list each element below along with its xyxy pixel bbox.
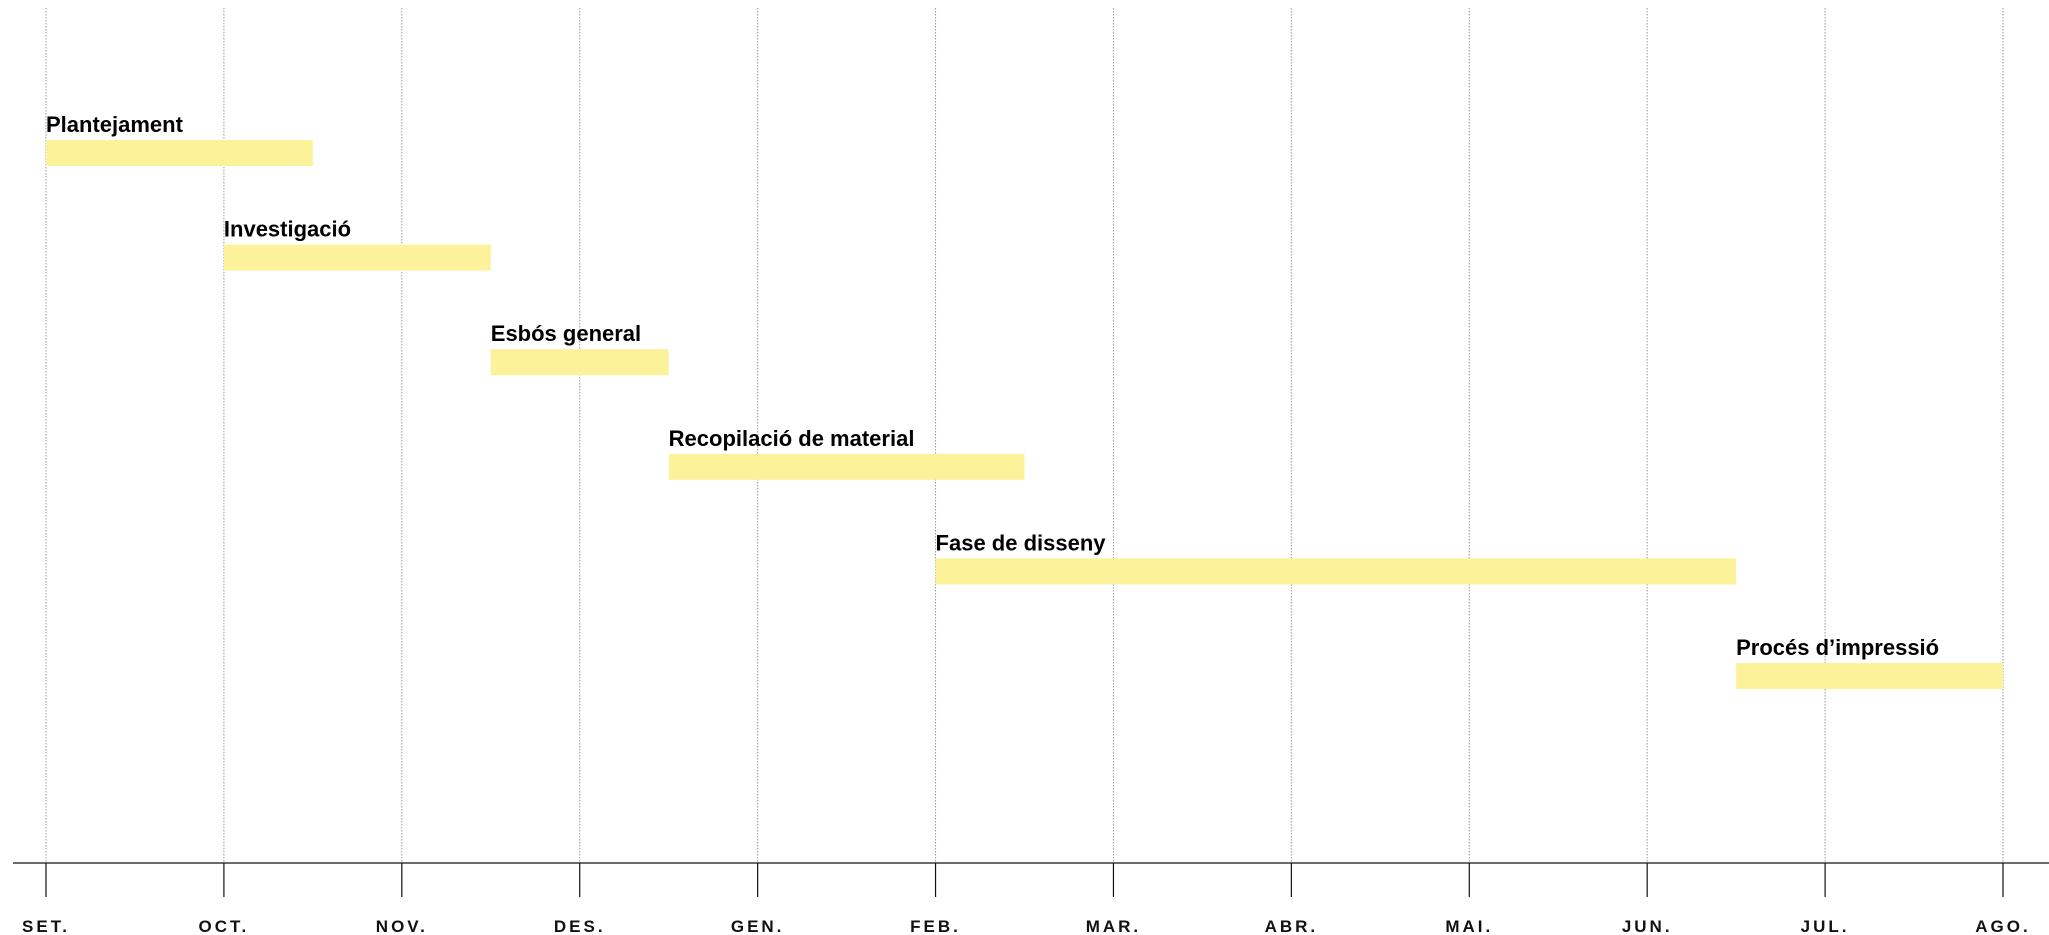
task-label: Recopilació de material <box>669 426 915 451</box>
tick-label: SET. <box>22 917 70 935</box>
task-label: Investigació <box>224 217 351 242</box>
tick-label: MAR. <box>1086 917 1141 935</box>
tick-label: JUN. <box>1622 917 1673 935</box>
task-bars <box>46 140 2003 689</box>
x-axis: SET. OCT. NOV. DES. GEN. FEB. MAR. ABR. MAI. JUN.… <box>13 862 2049 935</box>
tick-label: ABR. <box>1265 917 1319 935</box>
tick-label: AGO. <box>1975 917 2030 935</box>
tick-label: FEB. <box>910 917 961 935</box>
tick-label: GEN. <box>731 917 785 935</box>
tick-label: DES. <box>554 917 606 935</box>
task-label: Procés d’impressió <box>1736 635 1939 660</box>
task-labels: Plantejament Investigació Esbós general Rec… <box>46 112 1939 660</box>
gridlines <box>45 8 2004 863</box>
task-label: Plantejament <box>46 112 184 137</box>
tick-label: OCT. <box>199 917 250 935</box>
task-bar <box>490 349 669 376</box>
task-bar <box>46 140 313 166</box>
tick-label: MAI. <box>1445 917 1493 935</box>
task-bar <box>223 244 491 271</box>
tick-label: NOV. <box>376 917 428 935</box>
task-bar <box>1736 663 2003 689</box>
task-label: Esbós general <box>491 321 641 346</box>
task-bar <box>935 558 1737 585</box>
task-label: Fase de disseny <box>936 530 1107 555</box>
tick-label: JUL. <box>1801 917 1850 935</box>
task-bar <box>668 453 1025 480</box>
